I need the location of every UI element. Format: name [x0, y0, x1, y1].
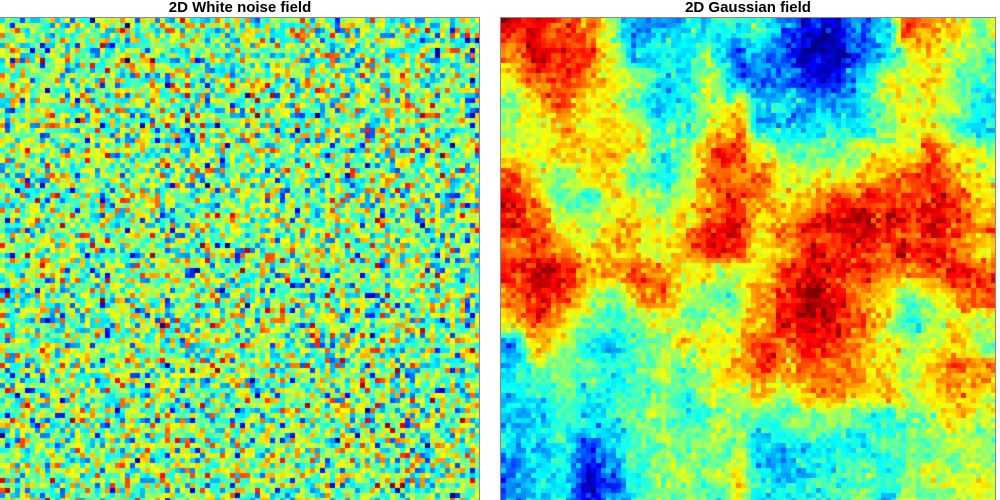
gaussian-field-heatmap	[501, 18, 995, 500]
white-noise-title: 2D White noise field	[168, 0, 312, 16]
panel-white-noise	[0, 17, 480, 500]
white-noise-heatmap	[0, 18, 479, 500]
panel-gaussian-field	[500, 17, 996, 500]
gaussian-field-title: 2D Gaussian field	[685, 0, 811, 16]
